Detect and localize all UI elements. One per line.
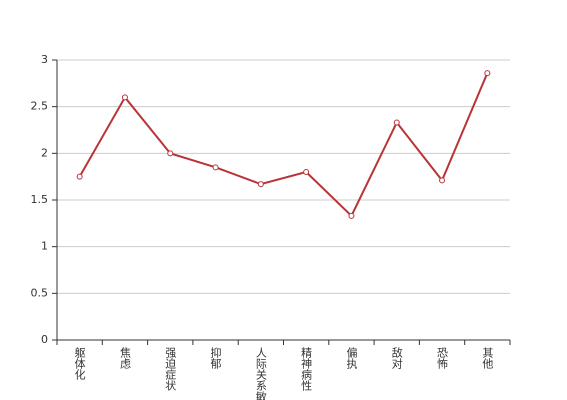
y-tick-label: 2 bbox=[41, 146, 48, 159]
y-tick-label: 2.5 bbox=[31, 100, 49, 113]
x-tick-label: 人际关系敏感 bbox=[254, 347, 267, 400]
point bbox=[257, 181, 264, 188]
y-tick-label: 3 bbox=[41, 53, 48, 66]
x-tick-label: 偏执 bbox=[345, 346, 358, 370]
x-tick-label: 精神病性 bbox=[300, 347, 313, 392]
point bbox=[167, 150, 174, 157]
point bbox=[439, 177, 446, 184]
x-tick-label: 敌对 bbox=[390, 346, 403, 369]
y-tick-label: 0 bbox=[41, 333, 48, 346]
point bbox=[212, 164, 219, 171]
point bbox=[348, 212, 355, 219]
x-tick-label: 其他 bbox=[481, 347, 494, 369]
point bbox=[393, 119, 400, 126]
y-tick-label: 1 bbox=[41, 240, 48, 253]
point bbox=[303, 169, 310, 175]
x-tick-label: 躯体化 bbox=[73, 347, 86, 381]
line bbox=[78, 72, 489, 218]
y-tick-label: 0.5 bbox=[31, 286, 49, 299]
x-tick-label: 抑郁 bbox=[209, 346, 222, 369]
y-tick-label: 1.5 bbox=[31, 193, 49, 206]
x-tick-label: 焦虑 bbox=[118, 347, 131, 369]
point bbox=[484, 70, 491, 77]
point bbox=[121, 94, 128, 101]
x-tick-label: 强迫症状 bbox=[164, 347, 177, 391]
x-tick-label: 恐怖 bbox=[436, 347, 449, 369]
point bbox=[76, 173, 83, 180]
